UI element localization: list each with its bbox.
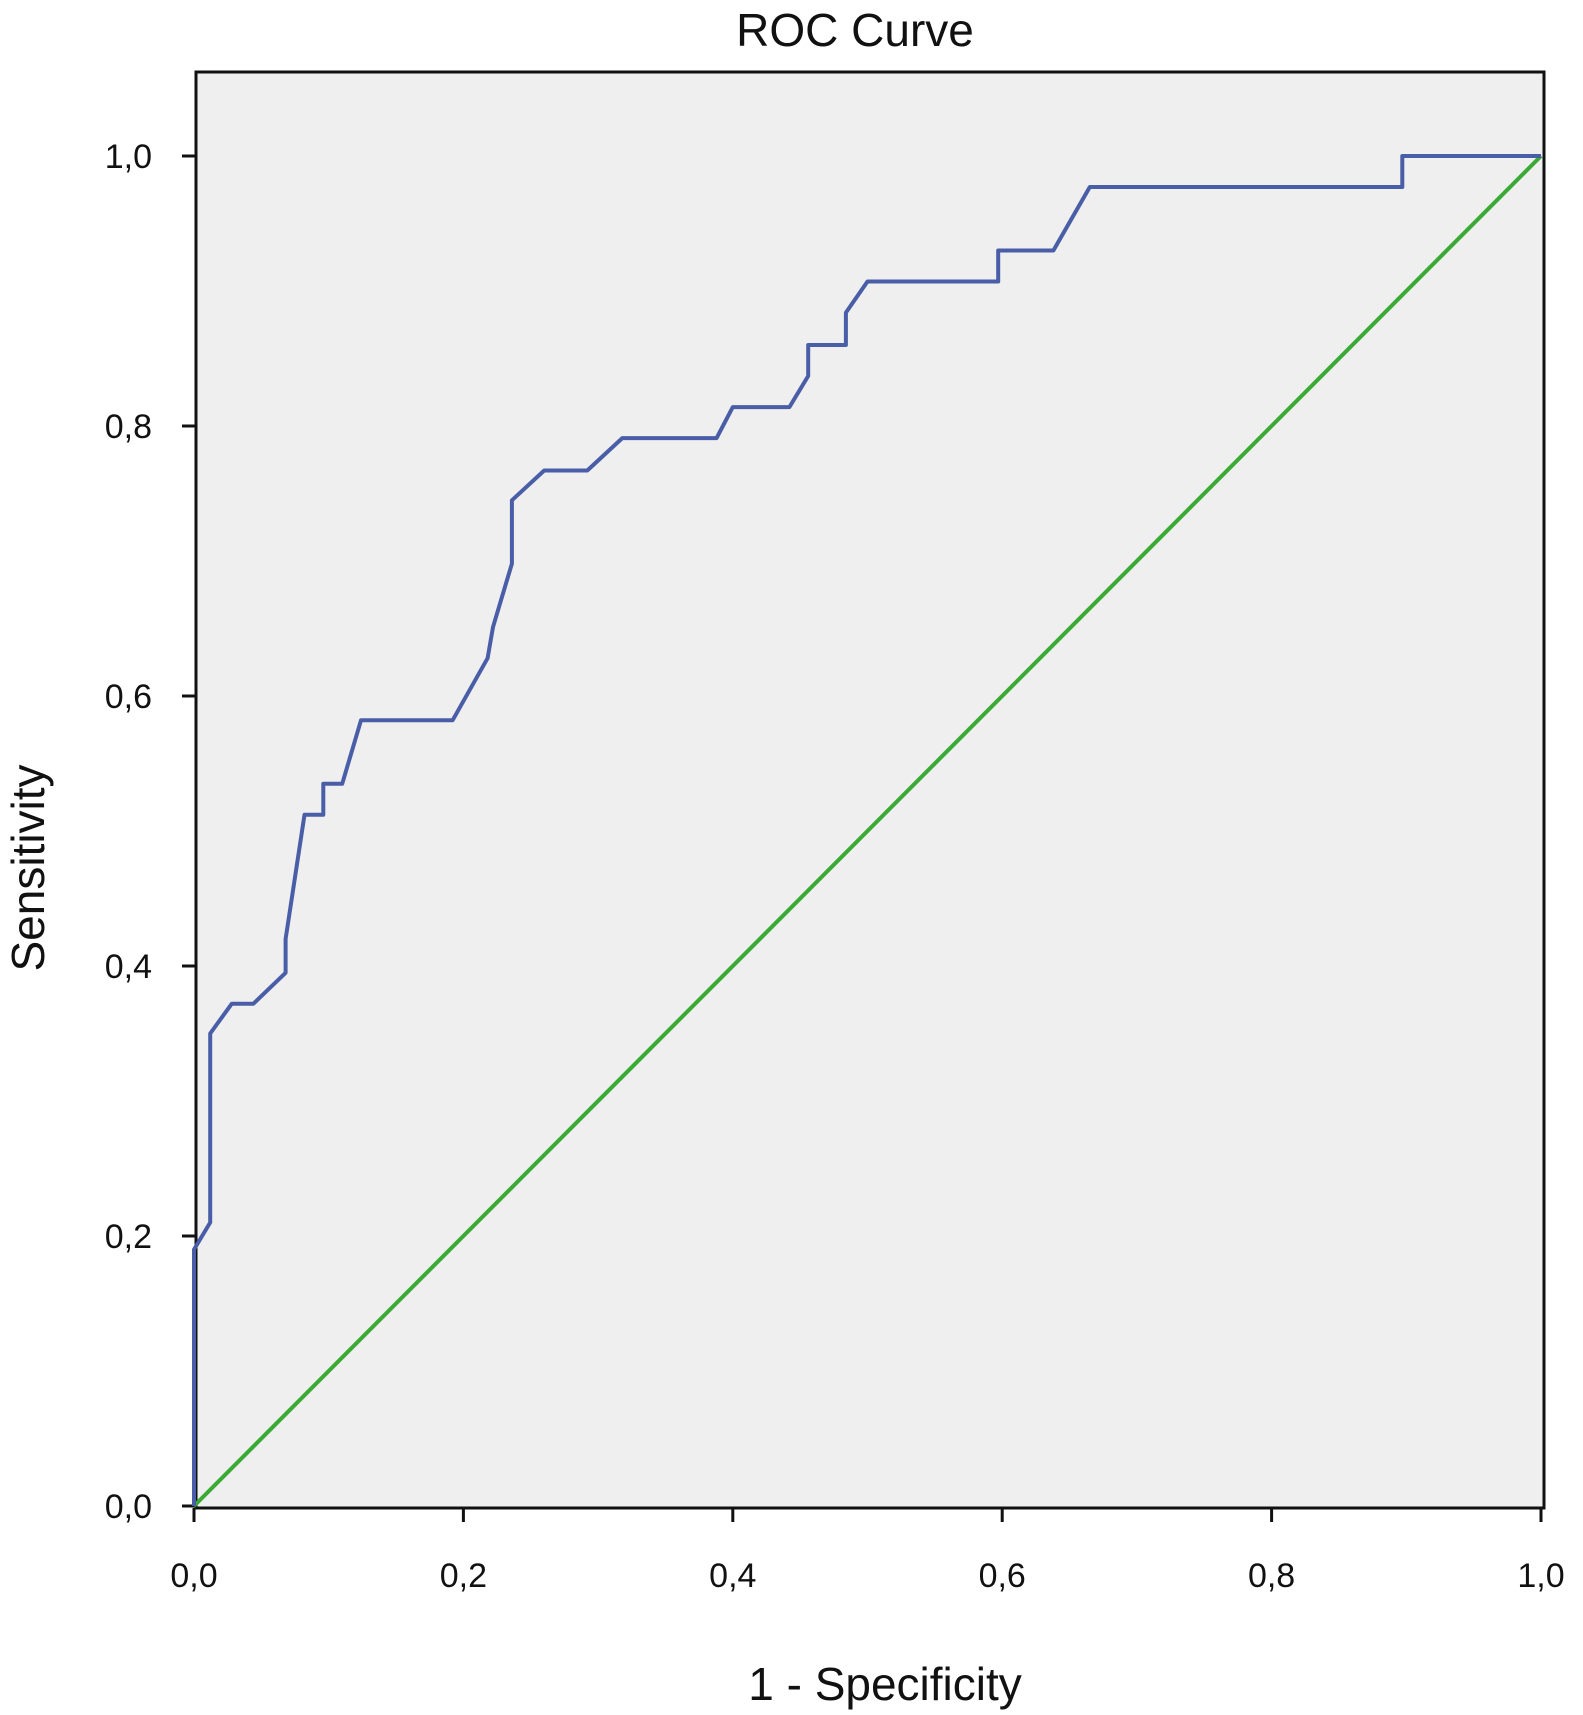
y-tick-label: 0,8 xyxy=(105,408,152,446)
reference-diagonal-line xyxy=(192,154,1543,1508)
y-tick-label: 0,2 xyxy=(105,1218,152,1256)
y-tick-label: 0,6 xyxy=(105,678,152,716)
y-tick-label: 0,4 xyxy=(105,948,152,986)
x-axis-label: 1 - Specificity xyxy=(748,1658,1022,1710)
roc-curve-line xyxy=(192,154,1541,1506)
series-layer xyxy=(192,154,1543,1508)
plot-area xyxy=(194,70,1546,1510)
chart-title: ROC Curve xyxy=(736,4,974,56)
x-tick-label: 0,6 xyxy=(979,1557,1026,1595)
x-tick-label: 0,2 xyxy=(440,1557,487,1595)
x-tick-label: 1,0 xyxy=(1517,1557,1564,1595)
y-tick-label: 1,0 xyxy=(105,138,152,176)
x-tick-label: 0,8 xyxy=(1248,1557,1295,1595)
x-tick-label: 0,4 xyxy=(709,1557,756,1595)
y-axis-label: Sensitivity xyxy=(2,764,54,971)
y-tick-label: 0,0 xyxy=(105,1488,152,1526)
axis-ticks: 0,0 0,0 0,2 0,2 0,4 0,4 0,6 0,6 0,8 0,8 1,0 1,0 xyxy=(105,138,1565,1595)
x-tick-label: 0,0 xyxy=(170,1557,217,1595)
